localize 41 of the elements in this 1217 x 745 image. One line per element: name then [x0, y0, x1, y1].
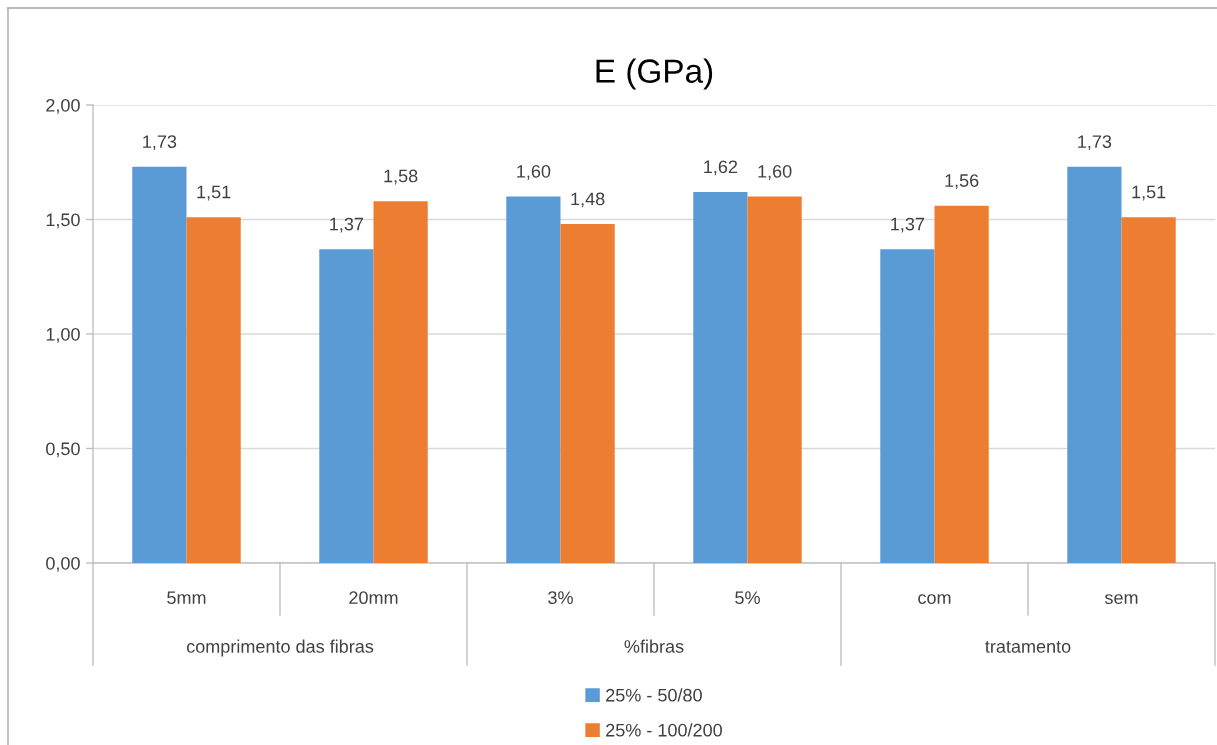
x-tick-label: sem: [1104, 594, 1138, 605]
bar: [506, 196, 561, 563]
data-label: 1,51: [197, 185, 231, 201]
x-tick-label: 3%: [548, 591, 573, 605]
data-label: 1,73: [143, 135, 177, 151]
bar: [693, 192, 748, 563]
data-label: 1,62: [704, 160, 738, 176]
y-tick-label: 0,50: [46, 442, 80, 458]
x-tick-label: 5%: [735, 591, 760, 605]
data-label: 1,48: [571, 192, 605, 208]
x-tick-label: 20mm: [349, 591, 398, 605]
bar: [319, 249, 374, 563]
bar: [1121, 217, 1176, 563]
data-label: 1,56: [945, 174, 979, 190]
bar: [132, 166, 187, 563]
y-tick-label: 1,50: [46, 213, 80, 229]
text: comprimento das fibras: [186, 639, 374, 657]
data-label: 1,58: [384, 169, 418, 185]
bar: [186, 217, 241, 563]
legend-label: 25% - 50/80: [606, 688, 702, 702]
legend-label: 25% - 100/200: [606, 723, 722, 737]
data-label: 1,60: [517, 164, 551, 180]
bar: [373, 201, 428, 563]
y-tick-label: 0,00: [46, 556, 80, 572]
y-tick-label: 1,00: [46, 327, 80, 343]
bar: [934, 205, 989, 563]
text: %fibras: [624, 639, 684, 653]
bar: [560, 224, 615, 563]
bar: [1067, 166, 1122, 563]
chart-title: E (GPa): [596, 58, 713, 90]
text: tratamento: [985, 640, 1071, 653]
bar: [880, 249, 935, 563]
data-label: 1,60: [758, 164, 792, 180]
x-tick-label: com: [918, 594, 951, 605]
data-label: 1,37: [891, 217, 925, 233]
x-tick-label: 5mm: [167, 591, 206, 605]
data-label: 1,73: [1078, 135, 1112, 151]
bar: [747, 196, 802, 563]
y-tick-label: 2,00: [46, 98, 80, 114]
data-label: 1,37: [330, 217, 364, 233]
data-label: 1,51: [1132, 185, 1166, 201]
